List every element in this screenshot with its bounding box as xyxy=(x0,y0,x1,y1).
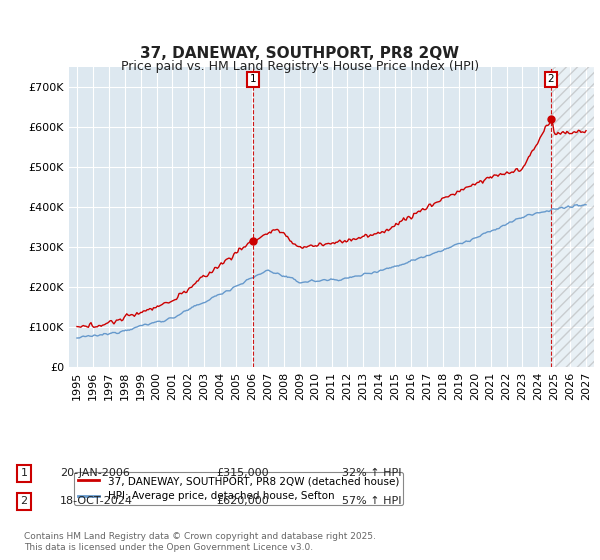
Text: Price paid vs. HM Land Registry's House Price Index (HPI): Price paid vs. HM Land Registry's House … xyxy=(121,59,479,73)
Text: 2: 2 xyxy=(548,74,554,84)
Text: 57% ↑ HPI: 57% ↑ HPI xyxy=(342,496,401,506)
Text: £315,000: £315,000 xyxy=(216,468,269,478)
Text: £620,000: £620,000 xyxy=(216,496,269,506)
Text: 20-JAN-2006: 20-JAN-2006 xyxy=(60,468,130,478)
Text: 1: 1 xyxy=(250,74,256,84)
Text: Contains HM Land Registry data © Crown copyright and database right 2025.
This d: Contains HM Land Registry data © Crown c… xyxy=(24,533,376,552)
Text: 1: 1 xyxy=(20,468,28,478)
Text: 18-OCT-2024: 18-OCT-2024 xyxy=(60,496,133,506)
Legend: 37, DANEWAY, SOUTHPORT, PR8 2QW (detached house), HPI: Average price, detached h: 37, DANEWAY, SOUTHPORT, PR8 2QW (detache… xyxy=(74,472,403,505)
Text: 37, DANEWAY, SOUTHPORT, PR8 2QW: 37, DANEWAY, SOUTHPORT, PR8 2QW xyxy=(140,46,460,60)
Text: 32% ↑ HPI: 32% ↑ HPI xyxy=(342,468,401,478)
Text: 2: 2 xyxy=(20,496,28,506)
